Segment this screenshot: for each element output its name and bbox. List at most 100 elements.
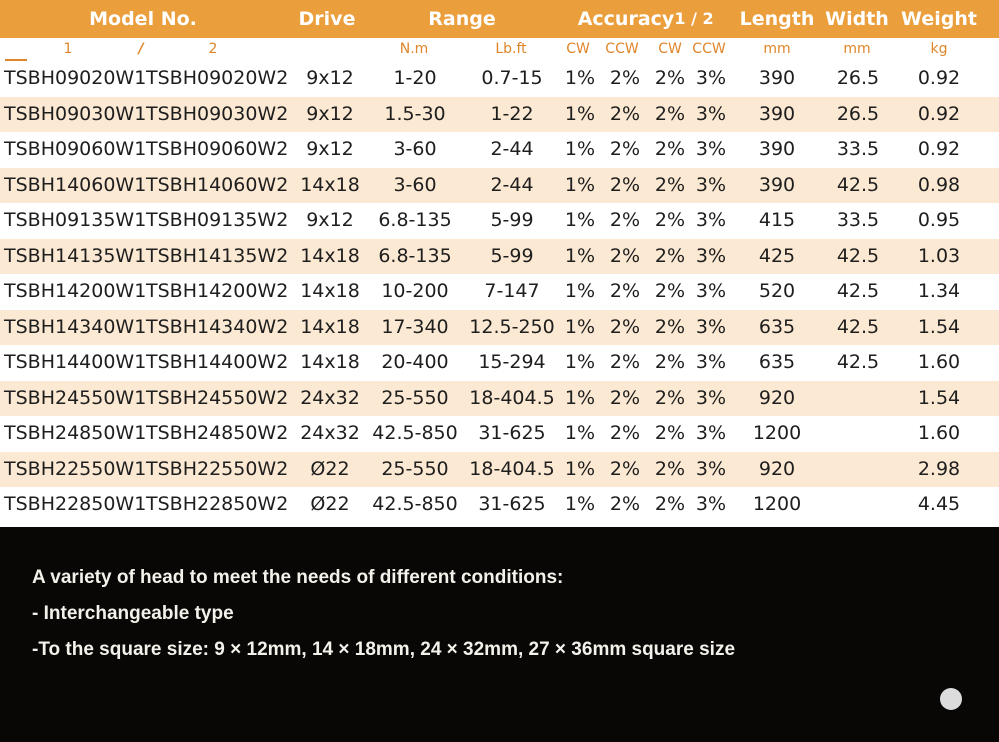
cell-m1: TSBH22550W1 [4,457,147,480]
table-row: TSBH24850W1 TSBH24850W2 24x32 42.5-850 31-62… [0,416,999,452]
unit-acc-ccw-2: CCW [692,41,726,57]
cell-ccw2: 3% [695,315,727,338]
cell-lbft: 7-147 [484,280,540,302]
cell-drive: 9x12 [306,209,354,231]
unit-width: mm [843,41,871,57]
cell-weight: 0.92 [917,67,961,89]
cell-length: 920 [758,457,796,480]
cell-nm: 20-400 [381,351,449,373]
cell-cw2: 2% [654,422,686,444]
header-weight: Weight [901,8,977,30]
cell-length: 415 [758,209,796,231]
cell-ccw1: 2% [609,351,641,373]
cell-ccw1: 2% [609,422,641,444]
cell-width: 26.5 [836,67,880,89]
cell-ccw2: 3% [695,67,727,89]
table-row: TSBH14200W1 TSBH14200W2 14x18 10-200 7-147 1%… [0,274,999,310]
cell-nm: 6.8-135 [378,209,452,231]
cell-m2: TSBH09020W2 [146,67,289,89]
cell-cw2: 2% [654,386,686,409]
cell-m1: TSBH14135W1 [4,244,147,267]
header-length: Length [739,8,815,30]
cell-lbft: 15-294 [478,351,546,373]
cell-ccw1: 2% [609,386,641,409]
info-panel: A variety of head to meet the needs of d… [0,527,999,742]
cell-m1: TSBH14400W1 [4,351,147,373]
info-line-3: -To the square size: 9 × 12mm, 14 × 18mm… [32,639,736,660]
cell-nm: 3-60 [393,173,437,196]
cell-cw2: 2% [654,138,686,160]
cell-ccw2: 3% [695,422,727,444]
cell-drive: 24x32 [300,386,360,409]
cell-nm: 1.5-30 [384,102,446,125]
cell-length: 425 [758,244,796,267]
cell-drive: 14x18 [300,173,360,196]
cell-weight: 0.92 [917,102,961,125]
cell-nm: 42.5-850 [372,422,458,444]
cell-cw2: 2% [654,67,686,89]
unit-acc-cw-1: CW [566,41,590,57]
cell-nm: 3-60 [393,138,437,160]
cell-ccw1: 2% [609,244,641,267]
cell-cw2: 2% [654,173,686,196]
cell-nm: 25-550 [381,386,449,409]
cell-m2: TSBH09030W2 [146,102,289,125]
cell-weight: 1.34 [917,280,961,302]
cell-cw1: 1% [564,457,596,480]
cell-nm: 17-340 [381,315,449,338]
cell-m1: TSBH09030W1 [4,102,147,125]
cell-m1: TSBH14340W1 [4,315,147,338]
cell-ccw2: 3% [695,493,727,515]
cell-width: 42.5 [836,315,880,338]
cell-drive: 9x12 [306,102,354,125]
header-model-no: Model No. [89,8,197,30]
cell-cw1: 1% [564,102,596,125]
info-line-1: A variety of head to meet the needs of d… [32,567,564,588]
cell-cw1: 1% [564,422,596,444]
cell-weight: 2.98 [917,457,961,480]
table-row: TSBH09060W1 TSBH09060W2 9x12 3-60 2-44 1% 2% 2%… [0,132,999,168]
header-drive: Drive [298,8,356,30]
cell-cw2: 2% [654,102,686,125]
cell-ccw2: 3% [695,351,727,373]
unit-range-nm: N.m [399,41,429,57]
cell-lbft: 18-404.5 [469,457,555,480]
cell-weight: 1.03 [917,244,961,267]
cell-m2: TSBH09135W2 [146,209,289,231]
cell-m1: TSBH14200W1 [4,280,147,302]
cell-cw1: 1% [564,138,596,160]
scroll-indicator-dot[interactable] [940,688,962,710]
cell-cw2: 2% [654,493,686,515]
cell-m2: TSBH14340W2 [146,315,289,338]
table-row: TSBH09020W1 TSBH09020W2 9x12 1-20 0.7-15 1% 2%… [0,61,999,97]
table-row: TSBH14135W1 TSBH14135W2 14x18 6.8-135 5-99 1%… [0,238,999,274]
cell-ccw2: 3% [695,138,727,160]
unit-length: mm [763,41,791,57]
cell-m2: TSBH09060W2 [146,138,289,160]
cell-weight: 0.98 [917,173,961,196]
cell-m1: TSBH14060W1 [4,173,147,196]
cell-drive: 14x18 [300,280,360,302]
cell-cw2: 2% [654,315,686,338]
cell-length: 920 [758,386,796,409]
cell-weight: 1.54 [917,315,961,338]
cell-ccw1: 2% [609,102,641,125]
cell-m2: TSBH22850W2 [146,493,289,515]
table-row: TSBH24550W1 TSBH24550W2 24x32 25-550 18-404.… [0,380,999,416]
info-line-2: - Interchangeable type [32,603,234,624]
cell-ccw2: 3% [695,457,727,480]
cell-drive: 24x32 [300,422,360,444]
header-range: Range [428,8,496,30]
unit-acc-ccw-1: CCW [605,41,639,57]
cell-m1: TSBH09060W1 [4,138,147,160]
table-row: TSBH09135W1 TSBH09135W2 9x12 6.8-135 5-99 1% 2… [0,203,999,239]
cell-length: 520 [758,280,796,302]
unit-model-2: 2 [208,41,218,57]
cell-length: 1200 [752,422,802,444]
cell-ccw2: 3% [695,386,727,409]
cell-m1: TSBH22850W1 [4,493,147,515]
cell-nm: 1-20 [393,67,437,89]
cell-weight: 4.45 [917,493,961,515]
cell-ccw1: 2% [609,457,641,480]
cell-width: 26.5 [836,102,880,125]
